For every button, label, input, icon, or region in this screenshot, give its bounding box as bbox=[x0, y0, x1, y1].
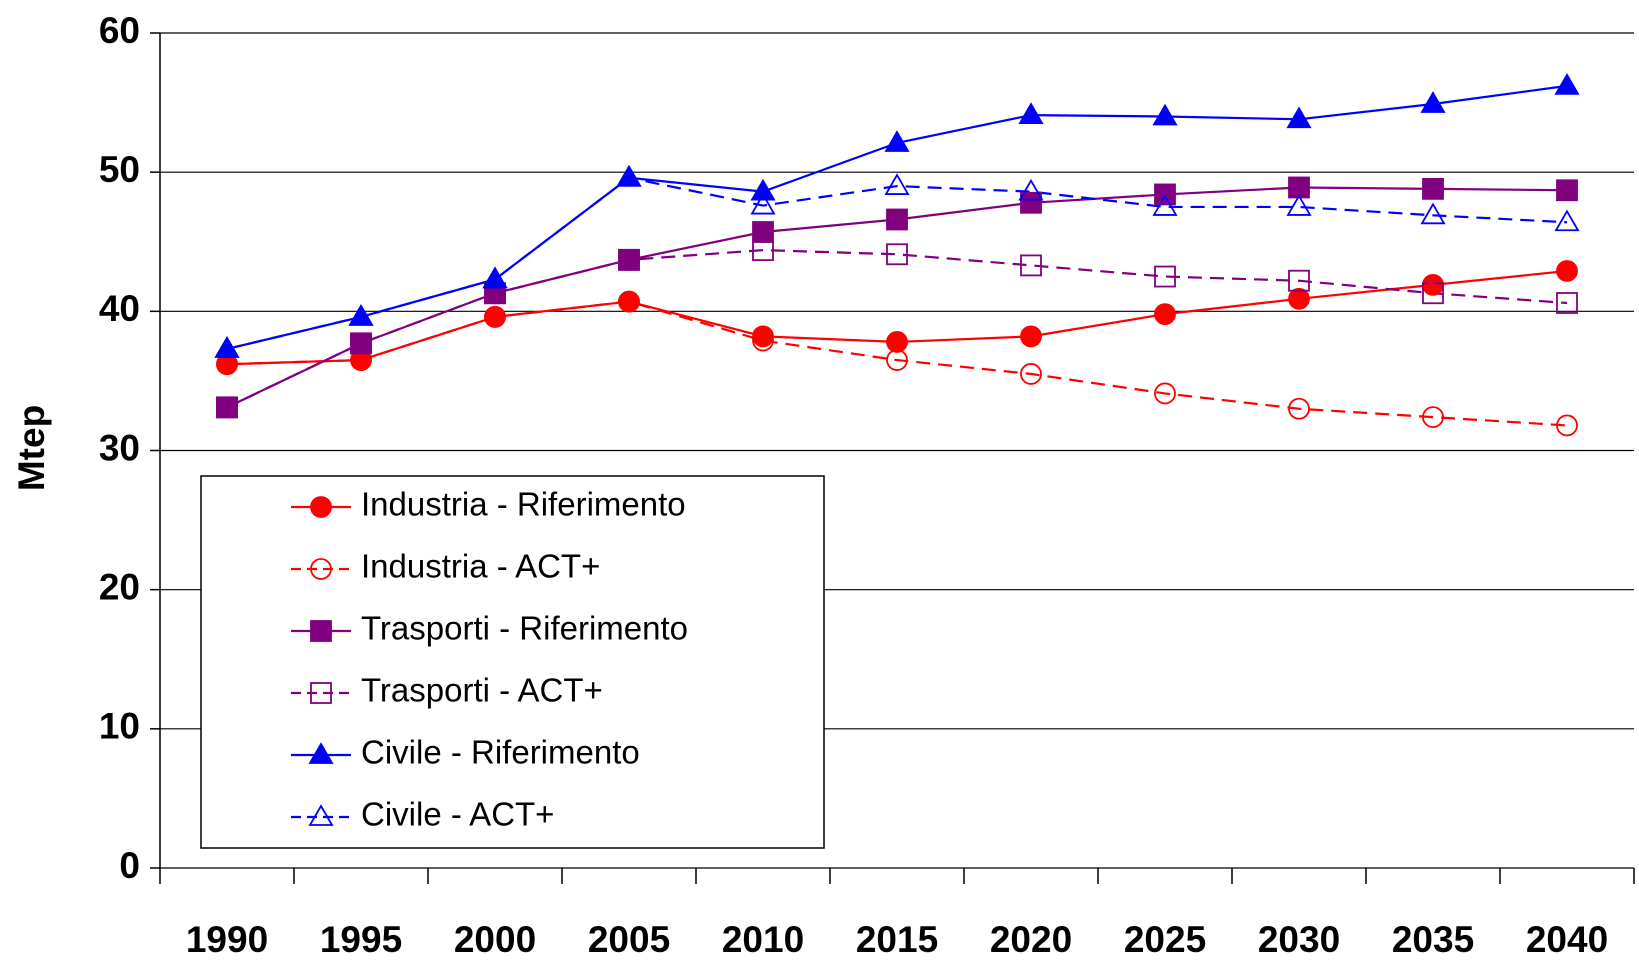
marker bbox=[1018, 102, 1044, 125]
marker bbox=[1422, 177, 1444, 200]
marker bbox=[886, 208, 908, 231]
marker bbox=[618, 248, 640, 271]
marker bbox=[616, 164, 642, 187]
marker bbox=[310, 682, 332, 704]
x-tick-label: 2000 bbox=[454, 919, 536, 960]
marker bbox=[1420, 202, 1446, 225]
marker bbox=[1556, 179, 1578, 202]
marker bbox=[1154, 303, 1176, 326]
y-tick-label: 10 bbox=[99, 706, 140, 747]
y-tick-label: 30 bbox=[99, 427, 140, 468]
marker bbox=[216, 396, 238, 419]
marker bbox=[752, 329, 774, 352]
legend-label: Trasporti - Riferimento bbox=[361, 610, 688, 647]
marker bbox=[308, 742, 334, 764]
marker bbox=[886, 349, 908, 371]
marker bbox=[214, 336, 240, 358]
marker bbox=[350, 332, 372, 355]
y-tick-label: 60 bbox=[99, 10, 140, 51]
marker bbox=[1154, 382, 1176, 405]
series-line bbox=[226, 300, 1568, 427]
x-tick-label: 2035 bbox=[1392, 919, 1474, 960]
x-tick-label: 2040 bbox=[1526, 919, 1608, 960]
marker bbox=[618, 290, 640, 313]
marker bbox=[752, 325, 774, 348]
marker bbox=[1020, 363, 1042, 385]
marker bbox=[348, 304, 374, 326]
x-tick-label: 2005 bbox=[588, 919, 670, 960]
legend-label: Industria - ACT+ bbox=[361, 548, 600, 585]
marker bbox=[1288, 287, 1310, 310]
x-tick-label: 2010 bbox=[722, 919, 804, 960]
y-tick-label: 0 bbox=[119, 845, 140, 886]
marker bbox=[884, 173, 910, 195]
y-axis-label: Mtep bbox=[11, 405, 52, 491]
marker bbox=[1420, 91, 1446, 113]
y-tick-label: 40 bbox=[99, 288, 140, 329]
x-tick-label: 2030 bbox=[1258, 919, 1340, 960]
marker bbox=[482, 266, 508, 289]
marker bbox=[1554, 209, 1580, 232]
legend-box bbox=[200, 475, 825, 849]
y-tick-label: 50 bbox=[99, 149, 140, 190]
marker bbox=[1422, 282, 1444, 305]
marker bbox=[1556, 414, 1578, 437]
marker bbox=[1422, 406, 1444, 429]
marker bbox=[1020, 325, 1042, 348]
marker bbox=[1554, 73, 1580, 95]
marker bbox=[1288, 397, 1310, 420]
marker bbox=[1556, 292, 1578, 314]
legend: Industria - Riferimento Industria - ACT+ T… bbox=[200, 475, 825, 849]
y-tick-label: 20 bbox=[99, 566, 140, 607]
marker bbox=[884, 130, 910, 152]
marker bbox=[1020, 191, 1042, 214]
marker bbox=[752, 239, 774, 262]
marker bbox=[886, 331, 908, 353]
legend-label: Industria - Riferimento bbox=[361, 486, 686, 523]
x-tick-label: 2015 bbox=[856, 919, 938, 960]
marker bbox=[616, 164, 642, 187]
marker bbox=[308, 804, 334, 826]
x-tick-label: 1995 bbox=[320, 919, 402, 960]
legend-label: Civile - ACT+ bbox=[361, 796, 554, 833]
marker bbox=[310, 496, 332, 518]
marker bbox=[1286, 194, 1312, 216]
x-tick-label: 1990 bbox=[186, 919, 268, 960]
legend-label: Civile - Riferimento bbox=[361, 734, 640, 771]
marker bbox=[350, 332, 372, 355]
marker bbox=[1018, 178, 1044, 201]
marker bbox=[216, 396, 238, 419]
marker bbox=[1422, 273, 1444, 296]
marker bbox=[310, 620, 332, 642]
marker bbox=[482, 266, 508, 289]
marker bbox=[484, 305, 506, 328]
x-tick-label: 2020 bbox=[990, 919, 1072, 960]
marker bbox=[1020, 254, 1042, 277]
marker bbox=[750, 178, 776, 201]
marker bbox=[1556, 260, 1578, 282]
marker bbox=[1152, 103, 1178, 126]
legend-label: Trasporti - ACT+ bbox=[361, 672, 603, 709]
marker bbox=[1288, 269, 1310, 292]
marker bbox=[310, 558, 332, 580]
series-line bbox=[226, 176, 1568, 350]
marker bbox=[886, 243, 908, 266]
marker bbox=[750, 192, 776, 215]
series-line bbox=[226, 248, 1568, 409]
x-tick-label: 2025 bbox=[1124, 919, 1206, 960]
marker bbox=[1152, 194, 1178, 216]
marker bbox=[1154, 265, 1176, 288]
marker bbox=[1286, 106, 1312, 129]
marker bbox=[618, 248, 640, 271]
marker bbox=[752, 221, 774, 243]
